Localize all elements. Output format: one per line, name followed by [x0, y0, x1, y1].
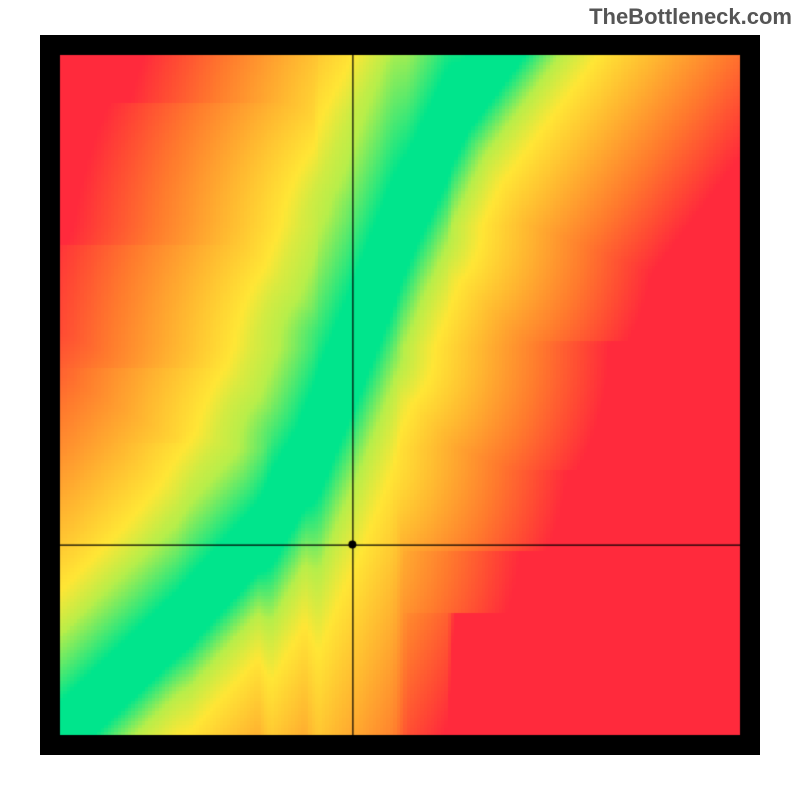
heatmap-canvas: [40, 35, 760, 755]
chart-container: TheBottleneck.com: [0, 0, 800, 800]
heatmap-plot: [40, 35, 760, 755]
watermark-text: TheBottleneck.com: [589, 4, 792, 30]
